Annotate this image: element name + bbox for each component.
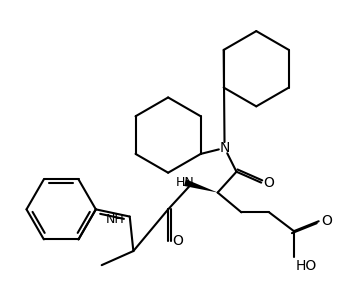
Polygon shape [184,179,218,192]
Text: N: N [219,141,230,155]
Text: HO: HO [295,259,317,273]
Text: HN: HN [176,176,194,189]
Text: O: O [172,234,183,248]
Text: NH: NH [106,213,125,226]
Text: O: O [321,214,332,228]
Text: O: O [264,176,274,190]
